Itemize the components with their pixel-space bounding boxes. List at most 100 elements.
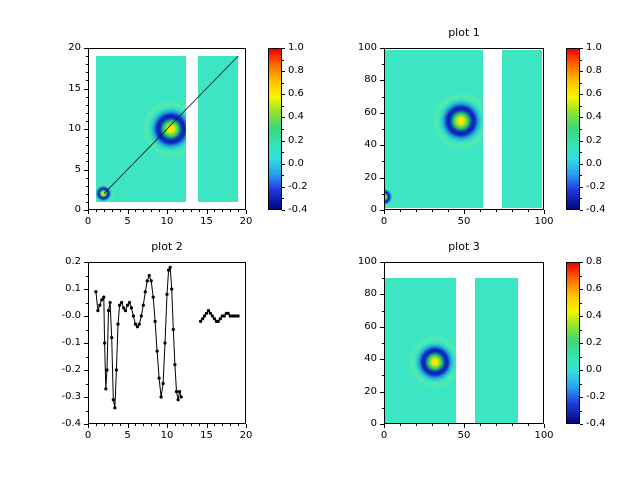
x-tick — [183, 424, 184, 426]
colorbar — [268, 48, 282, 210]
colorbar-tick — [580, 370, 583, 371]
colorbar-tick-label: 0.2 — [586, 134, 602, 146]
x-tick — [246, 424, 247, 428]
x-tick — [464, 424, 465, 428]
x-tick — [191, 210, 192, 212]
x-tick — [175, 424, 176, 426]
colorbar-tick-label: 0.2 — [586, 337, 602, 348]
colorbar-minor-tick — [580, 175, 582, 176]
x-tick — [432, 210, 433, 212]
colorbar-minor-tick — [282, 83, 284, 84]
x-tick-label: 20 — [239, 430, 253, 441]
axes-box — [384, 48, 544, 210]
x-tick — [480, 424, 481, 426]
y-tick — [86, 384, 88, 385]
y-tick — [380, 327, 384, 328]
x-tick — [167, 210, 168, 214]
colorbar-minor-tick — [282, 152, 284, 153]
x-tick — [448, 210, 449, 212]
colorbar-tick — [580, 117, 583, 118]
x-tick-label: 0 — [380, 430, 388, 441]
ripple — [197, 94, 206, 164]
x-tick — [230, 424, 231, 426]
plot1-title: plot 1 — [448, 26, 480, 39]
colorbar-tick — [282, 164, 285, 165]
colorbar-tick — [580, 262, 583, 263]
x-tick — [159, 424, 160, 426]
x-tick — [222, 210, 223, 212]
y-tick — [84, 316, 88, 317]
x-tick — [222, 424, 223, 426]
y-tick — [382, 161, 384, 162]
colorbar-minor-tick — [580, 60, 582, 61]
y-tick-label: 0.1 — [65, 283, 81, 294]
y-tick — [382, 311, 384, 312]
diagonal-overlay-line — [103, 55, 239, 195]
y-tick — [86, 186, 88, 187]
colorbar-minor-tick — [282, 129, 284, 130]
colorbar-tick — [282, 94, 285, 95]
y-tick-label: 0 — [370, 204, 377, 215]
y-tick-label: 60 — [364, 106, 377, 118]
x-tick — [112, 210, 113, 212]
x-tick — [544, 210, 545, 214]
y-tick-label: 80 — [364, 288, 377, 300]
y-tick-label: 20 — [364, 385, 377, 397]
x-tick — [400, 424, 401, 426]
colorbar-tick — [580, 424, 583, 425]
y-tick — [380, 145, 384, 146]
x-tick — [88, 424, 89, 428]
y-tick — [86, 194, 88, 195]
colorbar-tick — [282, 187, 285, 188]
y-tick — [84, 343, 88, 344]
colorbar-minor-tick — [580, 411, 582, 412]
colorbar-tick-label: -0.2 — [288, 180, 308, 192]
x-tick — [528, 210, 529, 212]
y-tick — [380, 178, 384, 179]
ripple — [403, 330, 456, 395]
x-tick — [432, 424, 433, 426]
y-tick-label: 100 — [357, 256, 377, 267]
y-tick-label: 100 — [357, 42, 377, 53]
ripple — [384, 182, 399, 209]
colorbar-tick — [580, 289, 583, 290]
x-tick — [384, 210, 385, 214]
x-tick — [175, 210, 176, 212]
y-tick-label: -0.3 — [61, 391, 81, 402]
colorbar-minor-tick — [580, 83, 582, 84]
colorbar-tick-label: 0.0 — [586, 157, 602, 169]
axes-box — [88, 262, 246, 424]
x-tick — [384, 424, 385, 428]
colorbar-tick — [580, 94, 583, 95]
y-tick — [86, 72, 88, 73]
x-tick — [480, 210, 481, 212]
y-tick — [86, 97, 88, 98]
ripple — [425, 85, 484, 157]
x-tick — [199, 210, 200, 212]
plot2-title: plot 2 — [151, 240, 183, 253]
x-tick-label: 5 — [124, 430, 131, 441]
y-tick — [84, 397, 88, 398]
y-tick — [380, 210, 384, 211]
x-tick-label: 0 — [380, 216, 388, 227]
y-tick-label: -0.0 — [61, 310, 81, 321]
x-tick — [128, 424, 129, 428]
colorbar-tick-label: 0.2 — [288, 134, 304, 146]
x-tick-label: 100 — [534, 430, 554, 441]
x-tick — [230, 210, 231, 212]
y-tick — [86, 153, 88, 154]
y-tick — [84, 170, 88, 171]
x-tick-label: 5 — [124, 216, 131, 227]
x-tick — [88, 210, 89, 214]
colorbar-tick-label: 0.8 — [288, 65, 304, 77]
x-tick — [238, 424, 239, 426]
y-tick — [84, 129, 88, 130]
x-tick — [528, 424, 529, 426]
x-tick — [167, 424, 168, 428]
y-tick — [86, 276, 88, 277]
y-tick — [380, 113, 384, 114]
y-tick — [86, 137, 88, 138]
colorbar — [566, 262, 580, 424]
x-tick — [416, 424, 417, 426]
y-tick — [84, 289, 88, 290]
